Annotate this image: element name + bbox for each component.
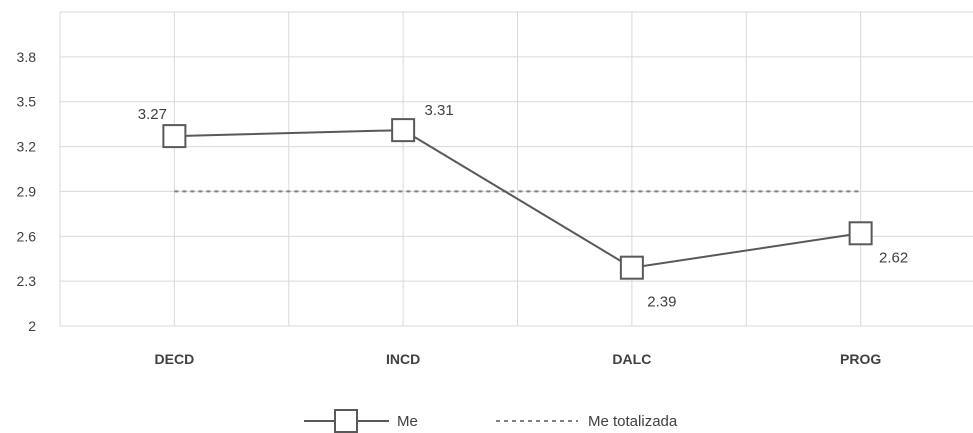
x-axis-ticks: DECD INCD DALC PROG bbox=[155, 351, 882, 367]
data-label: 2.62 bbox=[879, 249, 908, 266]
data-point-marker bbox=[619, 255, 644, 280]
y-tick-label: 3.5 bbox=[17, 94, 37, 110]
y-tick-label: 3.2 bbox=[17, 139, 37, 155]
grid-lines bbox=[59, 11, 973, 327]
x-tick-label: INCD bbox=[386, 351, 420, 367]
legend-marker-me bbox=[334, 409, 358, 433]
data-label: 3.31 bbox=[425, 102, 454, 119]
y-tick-label: 2.3 bbox=[17, 273, 37, 289]
y-tick-label: 3.8 bbox=[17, 49, 37, 65]
series-line-me bbox=[174, 129, 861, 269]
legend-label-me: Me bbox=[397, 413, 418, 430]
data-point-marker bbox=[848, 221, 873, 246]
series-layer: 3.27 3.31 2.39 2.62 bbox=[138, 102, 908, 311]
data-label: 3.27 bbox=[138, 106, 167, 123]
y-tick-label: 2.9 bbox=[17, 183, 37, 199]
data-point-marker bbox=[162, 124, 187, 149]
x-tick-label: PROG bbox=[840, 351, 881, 367]
legend-label-me-totalizada: Me totalizada bbox=[588, 413, 678, 430]
y-tick-label: 2 bbox=[28, 318, 36, 334]
x-tick-label: DALC bbox=[612, 351, 651, 367]
y-tick-label: 2.6 bbox=[17, 228, 37, 244]
data-point-marker bbox=[391, 118, 416, 143]
x-tick-label: DECD bbox=[155, 351, 195, 367]
data-label: 2.39 bbox=[647, 294, 676, 311]
y-axis-ticks: 2 2.3 2.6 2.9 3.2 3.5 3.8 bbox=[17, 49, 37, 334]
legend: Me Me totalizada bbox=[304, 409, 678, 433]
